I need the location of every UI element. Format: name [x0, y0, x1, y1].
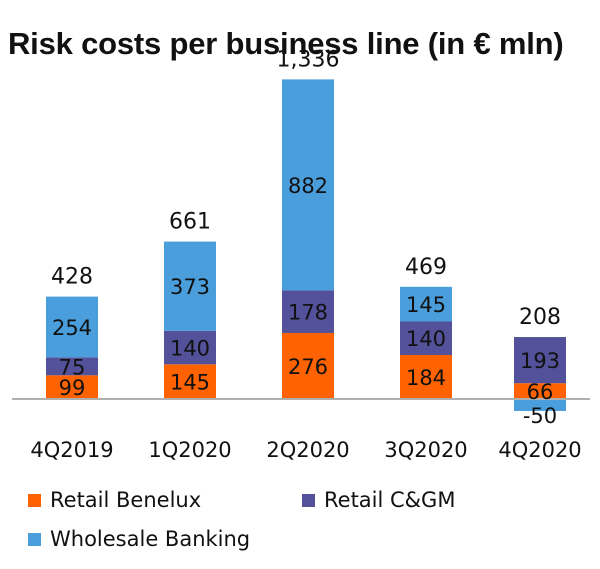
- bar-retail-benelux-4q2020: [514, 383, 566, 399]
- data-label-retail-cgm-4q2020: 193: [520, 349, 560, 373]
- data-label-retail-benelux-3q2020: 184: [406, 366, 446, 390]
- total-label-4q2019: 428: [51, 265, 93, 290]
- bar-wholesale-banking-4q2019: [46, 296, 98, 358]
- tick-label-4q2019: 4Q2019: [30, 438, 113, 462]
- tick-label-3q2020: 3Q2020: [384, 438, 467, 462]
- data-label-wholesale-banking-4q2020: -50: [523, 404, 557, 428]
- data-label-wholesale-banking-2q2020: 882: [288, 174, 328, 198]
- bar-retail-cgm-3q2020: [400, 321, 452, 355]
- tick-label-1q2020: 1Q2020: [148, 438, 231, 462]
- total-label-1q2020: 661: [169, 210, 211, 235]
- bar-retail-benelux-1q2020: [164, 364, 216, 399]
- legend-label-retail-benelux: Retail Benelux: [50, 488, 202, 512]
- data-label-retail-cgm-2q2020: 178: [288, 301, 328, 325]
- data-label-wholesale-banking-1q2020: 373: [170, 275, 210, 299]
- legend-swatch-retail-cgm: [302, 493, 315, 507]
- total-label-2q2020: 1,336: [277, 47, 340, 72]
- data-label-retail-cgm-1q2020: 140: [170, 337, 210, 361]
- data-label-retail-cgm-3q2020: 140: [406, 327, 446, 351]
- bar-retail-benelux-4q2019: [46, 375, 98, 399]
- bar-retail-benelux-2q2020: [282, 332, 334, 399]
- bar-wholesale-banking-3q2020: [400, 286, 452, 322]
- chart-title: Risk costs per business line (in € mln): [8, 26, 564, 61]
- bar-retail-cgm-2q2020: [282, 290, 334, 333]
- data-label-retail-cgm-4q2019: 75: [59, 355, 86, 379]
- total-label-3q2020: 469: [405, 255, 447, 280]
- bar-wholesale-banking-4q2020: [514, 399, 566, 411]
- data-label-retail-benelux-1q2020: 145: [170, 371, 210, 395]
- bar-retail-cgm-4q2019: [46, 357, 98, 376]
- bar-retail-cgm-1q2020: [164, 330, 216, 365]
- data-label-retail-benelux-2q2020: 276: [288, 355, 328, 379]
- tick-label-4q2020: 4Q2020: [498, 438, 581, 462]
- legend-retail-benelux: Retail Benelux: [28, 488, 201, 512]
- data-label-retail-benelux-4q2019: 99: [59, 376, 86, 400]
- bar-wholesale-banking-1q2020: [164, 241, 216, 331]
- data-label-wholesale-banking-3q2020: 145: [406, 293, 446, 317]
- bar-retail-cgm-4q2020: [514, 337, 566, 384]
- total-label-4q2020: 208: [519, 305, 561, 330]
- tick-label-2q2020: 2Q2020: [266, 438, 349, 462]
- legend-swatch-wholesale-banking: [28, 532, 41, 546]
- data-label-wholesale-banking-4q2019: 254: [52, 316, 92, 340]
- data-label-retail-benelux-4q2020: 66: [527, 380, 554, 404]
- legend-label-wholesale-banking: Wholesale Banking: [50, 527, 251, 551]
- legend-swatch-retail-benelux: [28, 493, 41, 507]
- legend-wholesale-banking: Wholesale Banking: [28, 527, 250, 551]
- legend-retail-cgm: Retail C&GM: [302, 488, 455, 512]
- legend-label-retail-cgm: Retail C&GM: [324, 488, 456, 512]
- bar-retail-benelux-3q2020: [400, 354, 452, 399]
- bar-wholesale-banking-2q2020: [282, 79, 334, 291]
